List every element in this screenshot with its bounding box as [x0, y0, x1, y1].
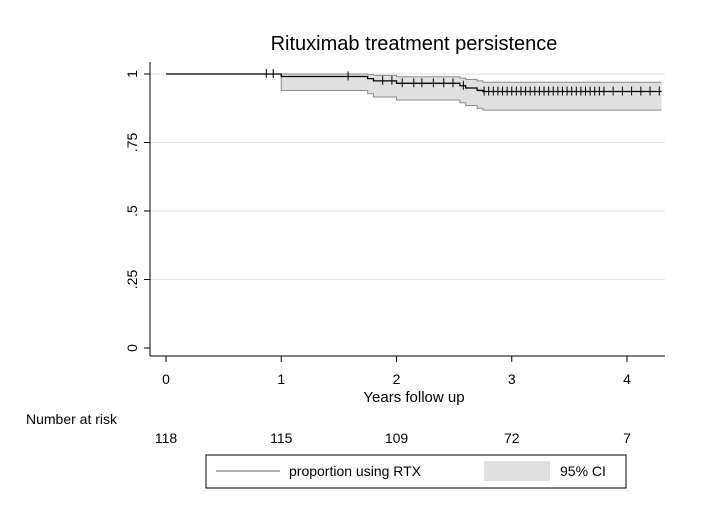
ci-band-layer: [166, 73, 662, 111]
axes: [149, 62, 665, 357]
number-at-risk-value: 109: [385, 430, 409, 446]
number-at-risk-value: 72: [504, 430, 520, 446]
x-tick-label: 3: [508, 371, 516, 387]
x-axis-label: Years follow up: [363, 389, 464, 406]
ci-band: [166, 74, 662, 111]
x-axis-ticks: 0 1 2 3 4: [162, 356, 631, 387]
y-tick-label: .75: [124, 133, 140, 153]
number-at-risk-values: 118 115 109 72 7: [155, 430, 631, 446]
survival-step-line: [166, 73, 662, 93]
censor-marks: [265, 69, 660, 96]
legend-box-swatch: [484, 461, 550, 481]
x-tick-label: 4: [623, 371, 631, 387]
x-tick-label: 1: [277, 371, 285, 387]
y-tick-label: .5: [124, 205, 140, 217]
legend-label-proportion: proportion using RTX: [289, 463, 422, 479]
legend-label-ci: 95% CI: [560, 463, 606, 479]
number-at-risk-value: 118: [155, 430, 178, 446]
chart-title: Rituximab treatment persistence: [271, 33, 558, 55]
x-tick-label: 2: [393, 371, 401, 387]
y-tick-label: .25: [124, 270, 140, 290]
number-at-risk-label: Number at risk: [26, 411, 118, 427]
ci-upper-bound: [166, 73, 662, 83]
y-axis-ticks: 0 .25 .5 .75 1: [124, 70, 150, 352]
y-tick-label: 0: [124, 344, 140, 352]
number-at-risk-value: 7: [623, 430, 631, 446]
y-tick-label: 1: [124, 70, 140, 78]
ci-lower-bound: [166, 73, 662, 111]
x-tick-label: 0: [162, 371, 170, 387]
survival-line-layer: [166, 73, 662, 93]
legend: proportion using RTX 95% CI: [205, 454, 627, 489]
number-at-risk-value: 115: [270, 430, 293, 446]
